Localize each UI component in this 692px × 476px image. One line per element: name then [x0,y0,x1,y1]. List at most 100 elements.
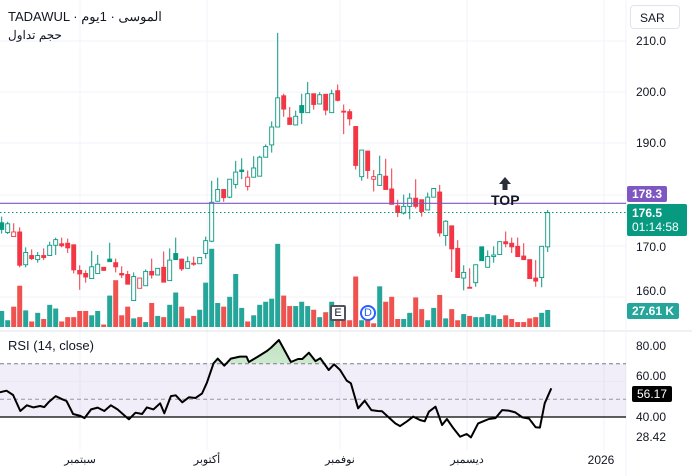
volume-bar [323,312,329,327]
candle-body [197,257,203,265]
volume-bar [77,310,83,327]
candle-body [491,254,497,258]
candle-body [407,197,413,207]
candle-body [143,270,149,287]
time-axis-label: نوفمبر [325,454,355,466]
rsi-axis-label: 80.00 [636,339,667,353]
symbol-legend[interactable]: TADAWUL · الموسى · 1يوم حجم تداول [8,9,162,42]
candle-body [131,276,137,302]
volume-bar [65,317,71,327]
volume-bar [395,318,401,327]
volume-bar [5,320,11,327]
volume-bar [47,304,53,327]
candle-body [449,225,455,250]
candle-body [11,231,17,238]
candle-body [59,243,65,247]
volume-bar [11,306,17,327]
candle-body [527,259,533,280]
top-arrow-icon [499,177,511,190]
volume-bar [515,322,521,327]
earnings-badge[interactable]: E [330,305,346,321]
candle-body [161,266,167,283]
candle-body [521,255,527,261]
candle-body [455,247,461,278]
candle-body [65,242,71,249]
price-axis-label: 160.0 [636,284,667,298]
volume-bar [209,248,215,327]
volume-tag: 27.61 K [627,303,680,319]
volume-bar [407,312,413,327]
candle-body [413,197,419,207]
volume-bar [263,301,269,327]
volume-bar [161,317,167,327]
candle-body [41,255,47,259]
top-annotation[interactable]: TOP [491,192,520,208]
candle-body [353,126,359,166]
candle-body [503,241,509,245]
candle-body [173,253,179,261]
volume-bar [113,280,119,327]
rsi-pane [0,339,626,439]
volume-bar [245,321,251,327]
candle-body [155,267,161,276]
candle-body [71,244,77,271]
volume-bar [83,310,89,327]
price-axis-label: 170.0 [636,240,667,254]
candle-body [371,176,377,180]
volume-bar [299,301,305,327]
candle-body [305,93,311,114]
volume-bar [233,274,239,327]
volume-bar [545,309,551,327]
volume-bar [359,320,365,327]
candle-body [539,245,545,278]
volume-bar [215,302,221,327]
candle-body [473,264,479,284]
candle-body [419,199,425,212]
candle-body [377,174,383,186]
candle-body [215,189,221,202]
candle-body [167,259,173,282]
candle-body [545,212,551,248]
candle-body [77,269,83,275]
last-price-tag: 176.5 01:14:58 [627,204,687,236]
volume-bar [533,317,539,327]
exchange-label: TADAWUL [8,9,70,24]
candle-body [191,262,197,265]
candle-body [203,240,209,254]
bar-countdown: 01:14:58 [632,220,679,234]
candle-body [23,252,29,266]
candle-body [401,205,407,214]
volume-bar [353,276,359,327]
rsi-title[interactable]: RSI (14, close) [8,338,94,353]
dividend-badge[interactable]: D [360,305,376,321]
volume-bar [137,317,143,327]
candle-body [5,223,11,233]
candle-body [35,255,41,261]
candle-body [251,167,257,178]
candle-body [347,111,353,120]
price-axis-label: 190.0 [636,136,667,150]
candle-body [233,171,239,185]
volume-bar [95,310,101,327]
candle-body [275,97,281,128]
time-axis-label: سبتمبر [64,454,96,466]
candle-body [209,201,215,242]
candle-body [359,149,365,178]
rsi-band [0,363,626,417]
candle-body [269,126,275,146]
volume-bar [431,307,437,327]
volume-bar [419,309,425,327]
volume-bar [347,320,353,327]
currency-button[interactable]: SAR [630,5,680,29]
interval-label: 1يوم [81,9,107,24]
candle-body [149,270,155,276]
volume-bar [119,315,125,327]
candle-body [389,188,395,205]
candle-body [437,191,443,234]
volume-bar [365,316,371,327]
volume-bar [167,304,173,327]
volume-bar [305,306,311,327]
volume-bars [0,243,551,327]
